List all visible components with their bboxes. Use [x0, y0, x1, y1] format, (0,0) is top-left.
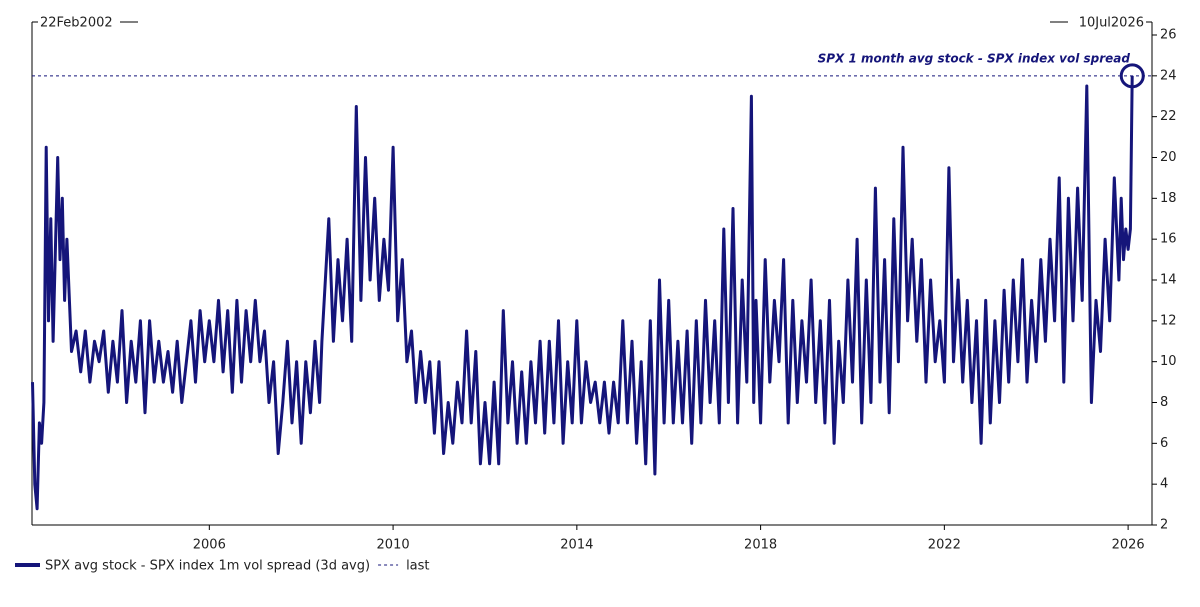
legend-label: SPX avg stock - SPX index 1m vol spread … — [45, 559, 370, 574]
y-tick-label: 20 — [1160, 150, 1177, 165]
x-tick-label: 2022 — [928, 538, 961, 553]
series-line — [31, 75, 1134, 511]
y-tick-label: 18 — [1160, 191, 1177, 206]
y-tick-label: 16 — [1160, 232, 1177, 247]
legend-label: last — [406, 559, 429, 574]
y-tick-label: 8 — [1160, 395, 1168, 410]
y-tick-label: 12 — [1160, 313, 1177, 328]
end-label: 10Jul2026 — [1079, 16, 1144, 31]
x-tick-label: 2026 — [1112, 538, 1145, 553]
x-tick-label: 2010 — [377, 538, 410, 553]
last-marker — [1119, 63, 1145, 89]
x-tick-label: 2006 — [193, 538, 226, 553]
y-tick-label: 2 — [1160, 518, 1168, 533]
x-tick-label: 2014 — [560, 538, 593, 553]
y-tick-label: 26 — [1160, 28, 1177, 43]
annotation: SPX 1 month avg stock - SPX index vol sp… — [818, 52, 1131, 66]
y-tick-label: 24 — [1160, 68, 1177, 83]
x-tick-label: 2018 — [744, 538, 777, 553]
y-tick-label: 10 — [1160, 354, 1177, 369]
y-tick-label: 14 — [1160, 273, 1177, 288]
y-tick-label: 4 — [1160, 477, 1168, 492]
y-tick-label: 6 — [1160, 436, 1168, 451]
y-tick-label: 22 — [1160, 109, 1177, 124]
start-label: 22Feb2002 — [40, 16, 113, 31]
